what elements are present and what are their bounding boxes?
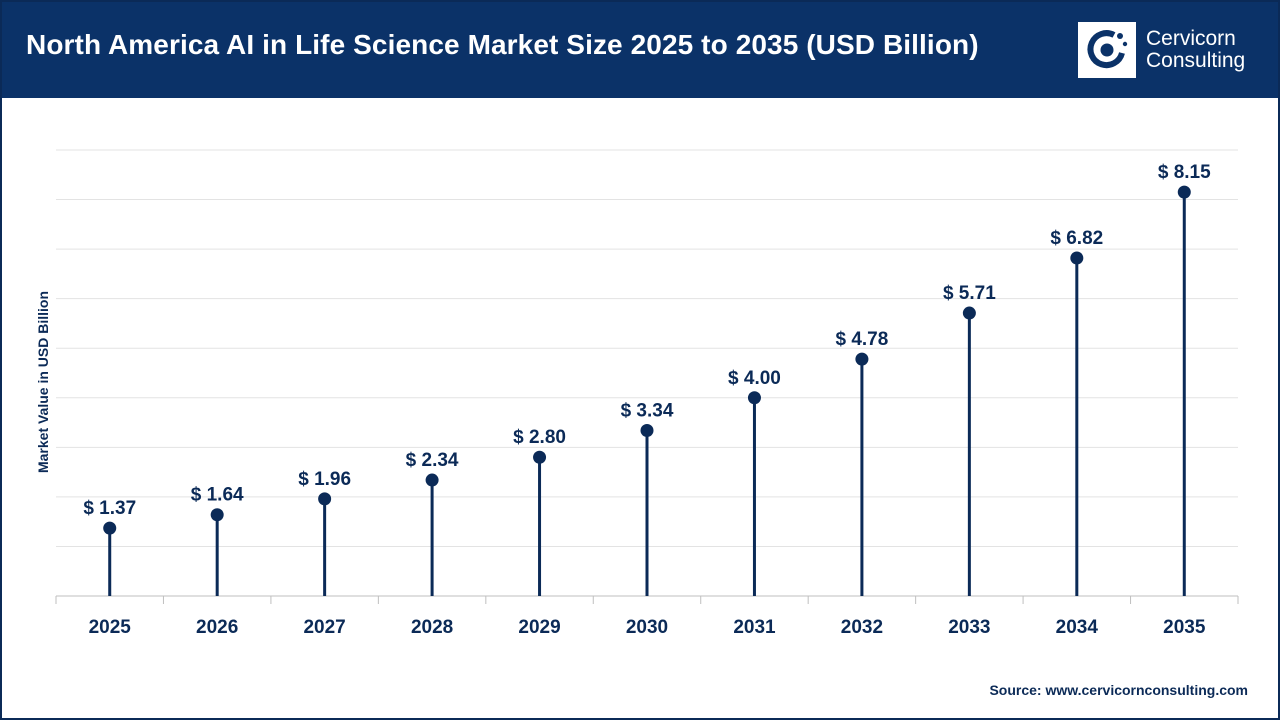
lollipop-dot (747, 391, 761, 405)
x-tick-label: 2033 (948, 617, 990, 638)
lollipop-dot (210, 508, 224, 522)
lollipop-dot (1177, 185, 1191, 199)
page-title: North America AI in Life Science Market … (26, 29, 979, 60)
data-label: $ 1.96 (298, 469, 351, 490)
x-tick-label: 2032 (841, 617, 883, 638)
logo-text-line1: Cervicorn (1146, 27, 1236, 50)
lollipop-dot (103, 521, 117, 535)
x-tick-label: 2029 (518, 617, 560, 638)
data-label: $ 6.82 (1050, 228, 1103, 249)
lollipop-dot (640, 423, 654, 437)
x-tick-label: 2035 (1163, 617, 1206, 638)
x-tick-label: 2031 (733, 617, 776, 638)
data-label: $ 4.00 (728, 368, 781, 389)
lollipop-dot (533, 450, 547, 464)
lollipop-dot (1070, 251, 1084, 265)
lollipop-dot (855, 352, 869, 366)
chart-area: $ 1.37 2025 $ 1.64 2026 $ 1.96 2027 $ 2.34 2028… (2, 98, 1278, 718)
data-label: $ 1.64 (191, 485, 244, 506)
data-label: $ 4.78 (835, 329, 888, 350)
x-tick-label: 2025 (89, 617, 132, 638)
data-label: $ 2.34 (406, 450, 459, 471)
x-tick-label: 2027 (303, 617, 345, 638)
lollipop-dot (318, 492, 332, 506)
cervicorn-logo-icon (1078, 22, 1136, 78)
lollipop-dot (425, 473, 439, 487)
x-tick-label: 2030 (626, 617, 668, 638)
data-label: $ 3.34 (621, 400, 674, 421)
data-label: $ 2.80 (513, 427, 566, 448)
header-bar: North America AI in Life Science Market … (2, 2, 1278, 98)
lollipop-chart: $ 1.37 2025 $ 1.64 2026 $ 1.96 2027 $ 2.34 2028… (55, 149, 1239, 638)
company-logo: Cervicorn Consulting (1078, 22, 1245, 78)
y-axis-label: Market Value in USD Billion (35, 290, 51, 474)
logo-text-line2: Consulting (1146, 49, 1246, 72)
data-label: $ 5.71 (943, 283, 996, 304)
x-tick-label: 2028 (411, 617, 453, 638)
x-tick-label: 2026 (196, 617, 238, 638)
source-note: Source: www.cervicornconsulting.com (989, 682, 1248, 698)
x-tick-label: 2034 (1056, 617, 1099, 638)
lollipop-dot (962, 306, 976, 320)
data-label: $ 1.37 (83, 498, 136, 519)
data-label: $ 8.15 (1158, 162, 1211, 183)
